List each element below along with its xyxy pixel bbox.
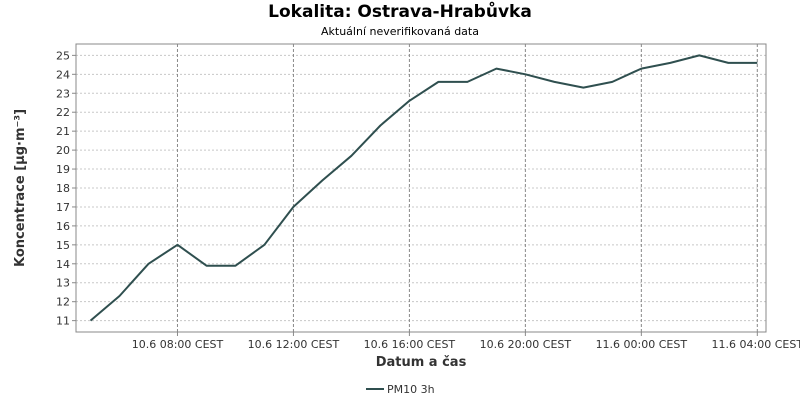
y-tick-label: 18 xyxy=(56,182,70,195)
legend: PM10 3h xyxy=(366,383,435,396)
x-tick-label: 10.6 12:00 CEST xyxy=(248,338,340,351)
y-axis-title: Koncentrace [µg·m⁻³] xyxy=(13,109,28,267)
x-tick-label: 10.6 20:00 CEST xyxy=(480,338,572,351)
y-tick-label: 12 xyxy=(56,296,70,309)
y-tick-label: 21 xyxy=(56,125,70,138)
y-tick-label: 22 xyxy=(56,106,70,119)
y-tick-label: 19 xyxy=(56,163,70,176)
chart-title: Lokalita: Ostrava-Hrabůvka xyxy=(268,2,532,22)
y-tick-label: 11 xyxy=(56,315,70,328)
y-tick-label: 14 xyxy=(56,258,70,271)
x-tick-label: 11.6 04:00 CEST xyxy=(712,338,800,351)
series-layer xyxy=(89,54,758,322)
y-tick-label: 13 xyxy=(56,277,70,290)
y-axis: 11 12 13 14 15 16 17 18 19 20 21 22 23 24 25 xyxy=(56,49,76,328)
x-tick-label: 11.6 00:00 CEST xyxy=(596,338,688,351)
x-tick-label: 10.6 16:00 CEST xyxy=(364,338,456,351)
x-axis-title: Datum a čas xyxy=(376,355,467,370)
grid-layer xyxy=(76,44,766,332)
y-tick-label: 15 xyxy=(56,239,70,252)
y-tick-label: 25 xyxy=(56,49,70,62)
y-tick-label: 16 xyxy=(56,220,70,233)
y-tick-label: 23 xyxy=(56,87,70,100)
y-tick-label: 17 xyxy=(56,201,70,214)
x-tick-label: 10.6 08:00 CEST xyxy=(132,338,224,351)
y-tick-label: 24 xyxy=(56,68,70,81)
chart-subtitle: Aktuální neverifikovaná data xyxy=(321,25,479,38)
series-line-pm10 xyxy=(89,54,758,322)
y-tick-label: 20 xyxy=(56,144,70,157)
x-axis: 10.6 08:00 CEST 10.6 12:00 CEST 10.6 16:00… xyxy=(132,332,800,351)
legend-label-pm10: PM10 3h xyxy=(387,383,435,396)
